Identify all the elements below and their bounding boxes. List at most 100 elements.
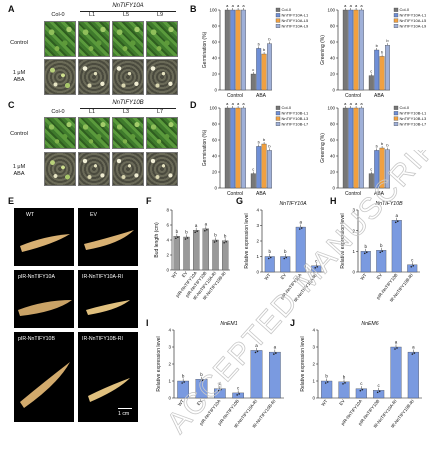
legend-swatch xyxy=(275,18,281,23)
data-point xyxy=(181,382,183,384)
bar xyxy=(379,56,385,91)
significance-letter: b xyxy=(224,233,227,238)
seedling-photo xyxy=(146,152,178,186)
significance-letter: c xyxy=(370,167,372,172)
y-tick-label: 20 xyxy=(212,72,218,77)
legend-swatch xyxy=(393,111,399,116)
seedling-photo xyxy=(112,152,144,186)
bar xyxy=(338,381,350,399)
data-point xyxy=(412,264,415,267)
data-point xyxy=(269,256,272,259)
panel-c-row-aba: 1 μM ABA xyxy=(12,164,26,177)
bar xyxy=(353,107,359,189)
panel-a-row-control: Control xyxy=(10,40,28,46)
bar xyxy=(195,379,208,399)
significance-letter: b xyxy=(325,374,328,379)
panel-c-col-3: L7 xyxy=(156,109,164,115)
data-point xyxy=(316,266,319,268)
data-point xyxy=(177,236,179,239)
legend-label: Col-0 xyxy=(282,105,292,110)
data-point xyxy=(365,251,368,254)
bar xyxy=(407,264,418,273)
bar xyxy=(250,350,263,399)
significance-letter: b xyxy=(284,249,287,254)
significance-letter: b xyxy=(263,47,266,52)
seedling-photo xyxy=(44,21,76,57)
y-tick-label: 0 xyxy=(214,186,217,191)
data-point xyxy=(394,348,396,350)
bud-icon xyxy=(20,234,70,252)
significance-letter: a xyxy=(274,345,277,350)
significance-letter: a xyxy=(226,3,229,8)
seedling-photo xyxy=(78,152,110,186)
data-point xyxy=(411,353,414,355)
bar xyxy=(235,107,241,189)
bar xyxy=(222,240,229,271)
chart-title: NnEM6 xyxy=(361,321,378,327)
data-point xyxy=(359,389,362,392)
y-axis-label: Greening (%) xyxy=(320,35,326,65)
legend-label: Col-0 xyxy=(400,105,410,110)
data-point xyxy=(220,388,222,391)
bar xyxy=(379,147,385,189)
bar xyxy=(267,150,272,189)
x-tick-label: WT xyxy=(177,398,185,407)
data-point xyxy=(283,257,286,260)
significance-letter: a xyxy=(344,101,347,106)
data-point xyxy=(378,390,381,393)
significance-letter: b xyxy=(364,244,367,249)
bud-icon xyxy=(18,300,72,316)
y-tick-label: 6 xyxy=(166,223,169,228)
y-tick-label: 0 xyxy=(332,186,335,191)
x-tick-label: WT xyxy=(320,398,328,407)
significance-letter: c xyxy=(411,257,414,262)
y-tick-label: 4 xyxy=(256,208,259,213)
bar xyxy=(230,9,236,91)
bar xyxy=(173,236,180,271)
significance-letter: c xyxy=(370,69,372,74)
significance-letter: b xyxy=(268,249,271,254)
y-tick-label: 60 xyxy=(212,40,218,45)
panel-label-a: A xyxy=(8,4,15,14)
data-point xyxy=(194,231,196,234)
y-tick-label: 1 xyxy=(256,254,259,259)
bud-photo-ir-10a: IR-NnTIFY10A-RI xyxy=(78,270,138,328)
legend-label: NnTIFY10B-L3 xyxy=(282,116,309,121)
significance-letter: a xyxy=(355,3,358,8)
y-tick-label: 20 xyxy=(330,72,336,77)
y-tick-label: 2 xyxy=(352,228,355,233)
x-tick-label: EV xyxy=(196,398,204,406)
significance-letter: b xyxy=(268,143,271,148)
y-tick-label: 3 xyxy=(168,345,171,350)
significance-letter: b xyxy=(185,230,188,235)
data-point xyxy=(324,382,327,384)
significance-letter: a xyxy=(255,343,258,348)
data-point xyxy=(204,229,206,232)
legend-label: NnTIFY10B-L7 xyxy=(400,121,427,126)
bar xyxy=(183,236,190,271)
bar xyxy=(342,107,348,189)
y-axis-label: Greening (%) xyxy=(320,133,326,163)
data-point xyxy=(206,228,208,231)
bar xyxy=(355,388,367,399)
panel-label-h: H xyxy=(330,196,337,206)
significance-letter: b xyxy=(182,374,185,379)
significance-letter: a xyxy=(205,221,208,226)
bar xyxy=(342,9,348,91)
y-tick-label: 0 xyxy=(168,396,171,401)
significance-letter: a xyxy=(226,101,229,106)
data-point xyxy=(361,388,364,391)
data-point xyxy=(183,381,185,383)
data-point xyxy=(410,265,413,268)
panel-a-col-3: L9 xyxy=(156,12,164,18)
significance-letter: b xyxy=(376,43,379,48)
bar xyxy=(212,239,219,271)
bar xyxy=(202,228,209,271)
data-point xyxy=(344,382,346,384)
significance-letter: c xyxy=(237,385,240,390)
bar xyxy=(321,380,333,399)
panel-label-i: I xyxy=(146,318,149,328)
significance-letter: a xyxy=(232,3,235,8)
y-axis-label: Relative expression level xyxy=(340,213,346,268)
